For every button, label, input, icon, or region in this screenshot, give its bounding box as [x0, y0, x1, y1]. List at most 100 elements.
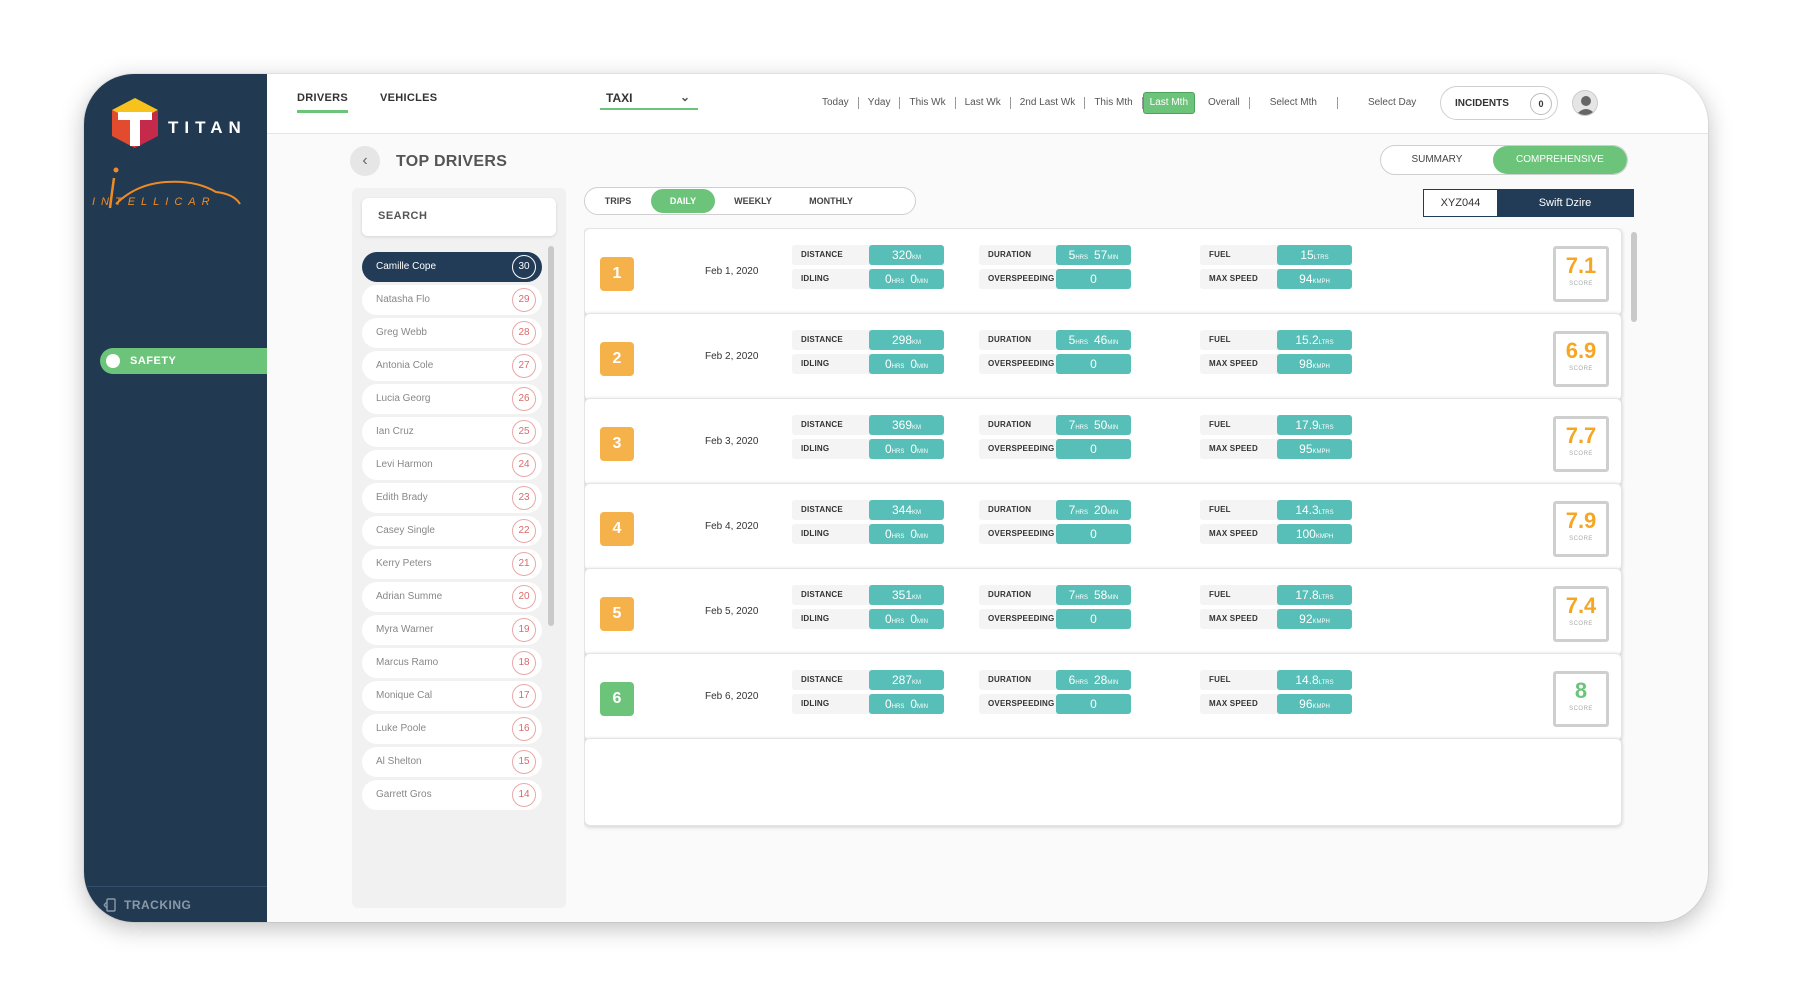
- idling-metric-label: IDLING: [801, 614, 830, 623]
- max-speed-metric: MAX SPEED 96KMPH: [1200, 694, 1352, 714]
- idling-metric-number: 0: [884, 442, 892, 456]
- overspeeding-metric: OVERSPEEDING 0: [979, 694, 1131, 714]
- titan-cube-icon: [112, 98, 158, 148]
- fuel-metric-unit: LTRS: [1318, 425, 1334, 431]
- idling-metric: IDLING 0HRS 0MIN: [792, 609, 944, 629]
- tab-daily[interactable]: DAILY: [651, 189, 715, 213]
- idling-metric-label: IDLING: [801, 699, 830, 708]
- idling-metric-number: 0: [884, 357, 892, 371]
- fleet-select[interactable]: TAXI ⌄: [600, 88, 698, 110]
- idling-metric-unit: MIN: [917, 534, 929, 540]
- period-overall[interactable]: Overall: [1199, 97, 1250, 109]
- overspeeding-metric-number: 0: [1090, 697, 1097, 711]
- overspeeding-metric-number: 0: [1090, 272, 1097, 286]
- cards-scrollbar[interactable]: [1631, 232, 1637, 322]
- driver-name: Greg Webb: [376, 327, 427, 338]
- nav-safety-label: SAFETY: [130, 355, 177, 367]
- day-card[interactable]: 5 Feb 5, 2020 DISTANCE 351KM IDLING 0HRS 0MIN D…: [584, 568, 1622, 656]
- duration-metric-number: 58: [1094, 588, 1108, 602]
- score-box: 7.9 SCORE: [1553, 501, 1609, 557]
- period-select-day[interactable]: Select Day: [1367, 97, 1417, 108]
- driver-list-item[interactable]: Antonia Cole 27: [362, 351, 542, 381]
- driver-list-item[interactable]: Casey Single 22: [362, 516, 542, 546]
- day-card[interactable]: 4 Feb 4, 2020 DISTANCE 344KM IDLING 0HRS 0MIN D…: [584, 483, 1622, 571]
- driver-list-panel: SEARCH Camille Cope 30 Natasha Flo 29 Greg W…: [352, 188, 566, 908]
- user-avatar[interactable]: [1572, 90, 1598, 116]
- period-this-mth[interactable]: This Mth: [1085, 97, 1143, 109]
- vehicle-selector[interactable]: XYZ044 Swift Dzire: [1423, 189, 1634, 217]
- distance-metric-value: 369KM: [869, 415, 944, 435]
- period-last-mth[interactable]: Last Mth: [1142, 92, 1196, 114]
- driver-list-item[interactable]: Luke Poole 16: [362, 714, 542, 744]
- distance-metric-number: 344: [891, 503, 913, 517]
- driver-list-item[interactable]: Levi Harmon 24: [362, 450, 542, 480]
- driver-list-item[interactable]: Edith Brady 23: [362, 483, 542, 513]
- driver-rank-badge: 24: [512, 453, 536, 477]
- driver-list-scrollbar[interactable]: [548, 246, 554, 626]
- driver-list-item[interactable]: Kerry Peters 21: [362, 549, 542, 579]
- duration-metric-unit: MIN: [1107, 595, 1119, 601]
- tab-monthly[interactable]: MONTHLY: [809, 196, 853, 206]
- user-icon: [1576, 96, 1596, 115]
- tab-drivers[interactable]: DRIVERS: [297, 92, 348, 113]
- period-today[interactable]: Today: [813, 97, 859, 109]
- driver-list-item[interactable]: Al Shelton 15: [362, 747, 542, 777]
- overspeeding-metric-label: OVERSPEEDING: [988, 614, 1055, 623]
- period-yday[interactable]: Yday: [859, 97, 901, 109]
- driver-list-item[interactable]: Natasha Flo 29: [362, 285, 542, 315]
- distance-metric-unit: KM: [912, 510, 922, 516]
- driver-list-item[interactable]: Marcus Ramo 18: [362, 648, 542, 678]
- report-tabs: TRIPS DAILY WEEKLY MONTHLY: [584, 187, 916, 215]
- idling-metric-unit: HRS: [891, 704, 905, 710]
- score-label: SCORE: [1569, 706, 1593, 712]
- day-card[interactable]: 1 Feb 1, 2020 DISTANCE 320KM IDLING 0HRS 0MIN D…: [584, 228, 1622, 316]
- idling-metric: IDLING 0HRS 0MIN: [792, 439, 944, 459]
- search-input[interactable]: SEARCH: [362, 198, 556, 236]
- day-card[interactable]: 6 Feb 6, 2020 DISTANCE 287KM IDLING 0HRS 0MIN D…: [584, 653, 1622, 741]
- driver-name: Al Shelton: [376, 756, 422, 767]
- tab-vehicles[interactable]: VEHICLES: [380, 92, 438, 104]
- duration-metric-number: 7: [1068, 503, 1076, 517]
- day-card[interactable]: 3 Feb 3, 2020 DISTANCE 369KM IDLING 0HRS 0MIN D…: [584, 398, 1622, 486]
- duration-metric-number: 6: [1068, 673, 1076, 687]
- max-speed-metric-value: 92KMPH: [1277, 609, 1352, 629]
- driver-list-item[interactable]: Lucia Georg 26: [362, 384, 542, 414]
- period-last-wk[interactable]: Last Wk: [956, 97, 1011, 109]
- driver-rank-badge: 22: [512, 519, 536, 543]
- fuel-metric-label: FUEL: [1209, 420, 1231, 429]
- tab-trips[interactable]: TRIPS: [604, 196, 632, 206]
- incidents-button[interactable]: INCIDENTS 0: [1440, 86, 1558, 120]
- fuel-metric-value: 14.8LTRS: [1277, 670, 1352, 690]
- fuel-metric-value: 17.9LTRS: [1277, 415, 1352, 435]
- top-bar: DRIVERS VEHICLES TAXI ⌄ Today Yday This …: [267, 74, 1708, 134]
- view-summary[interactable]: SUMMARY: [1411, 154, 1463, 165]
- driver-list-item[interactable]: Ian Cruz 25: [362, 417, 542, 447]
- period-2nd-last-wk[interactable]: 2nd Last Wk: [1011, 97, 1086, 109]
- driver-list-item[interactable]: Greg Webb 28: [362, 318, 542, 348]
- driver-name: Casey Single: [376, 525, 435, 536]
- fuel-metric: FUEL 14.8LTRS: [1200, 670, 1352, 690]
- max-speed-metric-label: MAX SPEED: [1209, 274, 1258, 283]
- fleet-select-value: TAXI: [606, 91, 633, 105]
- back-button[interactable]: ‹: [350, 146, 380, 176]
- score-value: 7.9: [1565, 508, 1597, 533]
- driver-rank-badge: 27: [512, 354, 536, 378]
- driver-list-item[interactable]: Camille Cope 30: [362, 252, 542, 282]
- rank-badge: 4: [600, 512, 634, 546]
- fuel-metric: FUEL 14.3LTRS: [1200, 500, 1352, 520]
- fuel-metric-unit: LTRS: [1318, 510, 1334, 516]
- max-speed-metric: MAX SPEED 92KMPH: [1200, 609, 1352, 629]
- tab-weekly[interactable]: WEEKLY: [734, 196, 772, 206]
- daily-cards: 1 Feb 1, 2020 DISTANCE 320KM IDLING 0HRS 0MIN D…: [584, 228, 1625, 832]
- period-select-mth[interactable]: Select Mth: [1250, 97, 1338, 109]
- driver-list-item[interactable]: Garrett Gros 14: [362, 780, 542, 810]
- driver-list-item[interactable]: Adrian Summe 20: [362, 582, 542, 612]
- driver-list-item[interactable]: Monique Cal 17: [362, 681, 542, 711]
- view-comprehensive[interactable]: COMPREHENSIVE: [1492, 146, 1627, 174]
- nav-safety[interactable]: SAFETY: [100, 348, 267, 374]
- day-card[interactable]: 2 Feb 2, 2020 DISTANCE 298KM IDLING 0HRS 0MIN D…: [584, 313, 1622, 401]
- nav-tracking[interactable]: TRACKING: [84, 886, 267, 922]
- duration-metric-unit: MIN: [1107, 340, 1119, 346]
- driver-list-item[interactable]: Myra Warner 19: [362, 615, 542, 645]
- period-this-wk[interactable]: This Wk: [900, 97, 956, 109]
